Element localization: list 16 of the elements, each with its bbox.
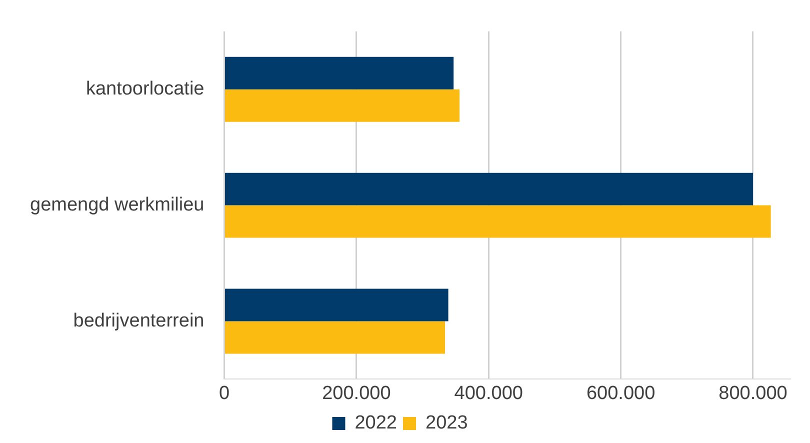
y-tick-label: gemengd werkmilieu [30, 194, 204, 216]
bar [224, 172, 753, 206]
bar [224, 56, 454, 90]
x-tick-label: 600.000 [586, 382, 656, 404]
x-tick-label: 200.000 [322, 382, 391, 404]
x-tick-label: 0 [218, 382, 230, 404]
x-tick-label: 800.000 [718, 382, 788, 404]
y-tick-label: kantoorlocatie [86, 78, 204, 100]
y-tick-label: bedrijventerrein [73, 310, 204, 332]
bar [224, 288, 448, 322]
bar [224, 321, 445, 354]
x-tick-label: 400.000 [454, 382, 523, 404]
bar [224, 205, 771, 238]
bar [224, 89, 460, 122]
legend-label: 2023 [426, 412, 468, 434]
legend-label: 2022 [354, 412, 398, 434]
